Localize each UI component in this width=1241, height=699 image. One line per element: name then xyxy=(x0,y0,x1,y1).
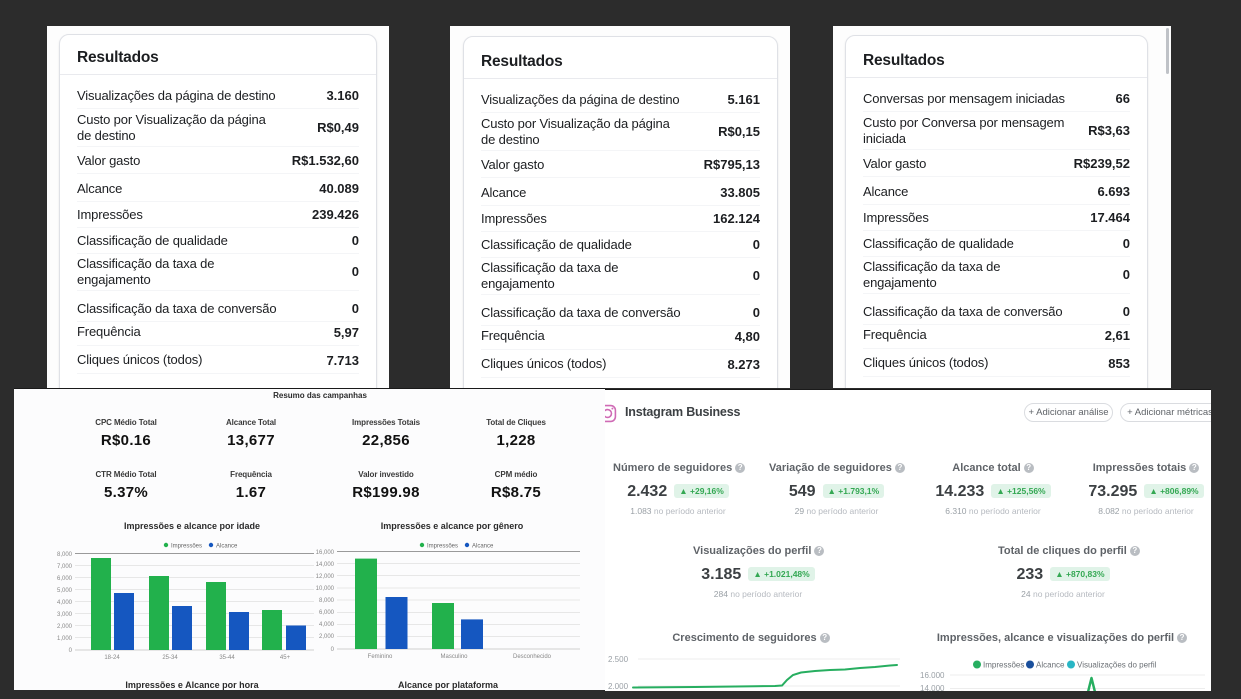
svg-text:8,000: 8,000 xyxy=(319,598,335,604)
svg-text:45+: 45+ xyxy=(280,655,291,661)
svg-text:Impressões: Impressões xyxy=(427,544,458,550)
svg-text:6,000: 6,000 xyxy=(319,610,335,616)
svg-text:Alcance: Alcance xyxy=(472,544,494,550)
svg-text:Masculino: Masculino xyxy=(440,654,468,660)
svg-text:Visualizações do perfil: Visualizações do perfil xyxy=(1077,661,1157,670)
svg-text:2.000: 2.000 xyxy=(608,682,629,691)
svg-text:0: 0 xyxy=(69,648,73,654)
svg-text:16.000: 16.000 xyxy=(920,671,945,680)
svg-text:Desconhecido: Desconhecido xyxy=(513,654,552,660)
svg-text:35-44: 35-44 xyxy=(219,655,235,661)
svg-text:2,000: 2,000 xyxy=(319,634,335,640)
svg-text:1,000: 1,000 xyxy=(57,636,73,642)
svg-text:12,000: 12,000 xyxy=(316,574,335,580)
svg-text:Alcance: Alcance xyxy=(216,544,238,550)
svg-text:Impressões: Impressões xyxy=(171,544,202,550)
svg-text:3,000: 3,000 xyxy=(57,612,73,618)
svg-text:2,000: 2,000 xyxy=(57,624,73,630)
svg-text:7,000: 7,000 xyxy=(57,564,73,570)
svg-text:5,000: 5,000 xyxy=(57,588,73,594)
svg-text:8,000: 8,000 xyxy=(57,552,73,558)
svg-text:Impressões: Impressões xyxy=(983,661,1024,670)
svg-text:0: 0 xyxy=(331,647,335,653)
svg-text:25-34: 25-34 xyxy=(162,655,178,661)
svg-text:16,000: 16,000 xyxy=(316,550,335,556)
svg-text:6,000: 6,000 xyxy=(57,576,73,582)
svg-text:10,000: 10,000 xyxy=(316,586,335,592)
svg-text:Alcance: Alcance xyxy=(1036,661,1065,670)
svg-text:18-24: 18-24 xyxy=(104,655,120,661)
svg-text:14,000: 14,000 xyxy=(316,562,335,568)
svg-text:2.500: 2.500 xyxy=(608,655,629,664)
svg-text:4,000: 4,000 xyxy=(319,622,335,628)
svg-text:14.000: 14.000 xyxy=(920,684,945,691)
svg-text:Feminino: Feminino xyxy=(368,654,393,660)
svg-text:4,000: 4,000 xyxy=(57,600,73,606)
